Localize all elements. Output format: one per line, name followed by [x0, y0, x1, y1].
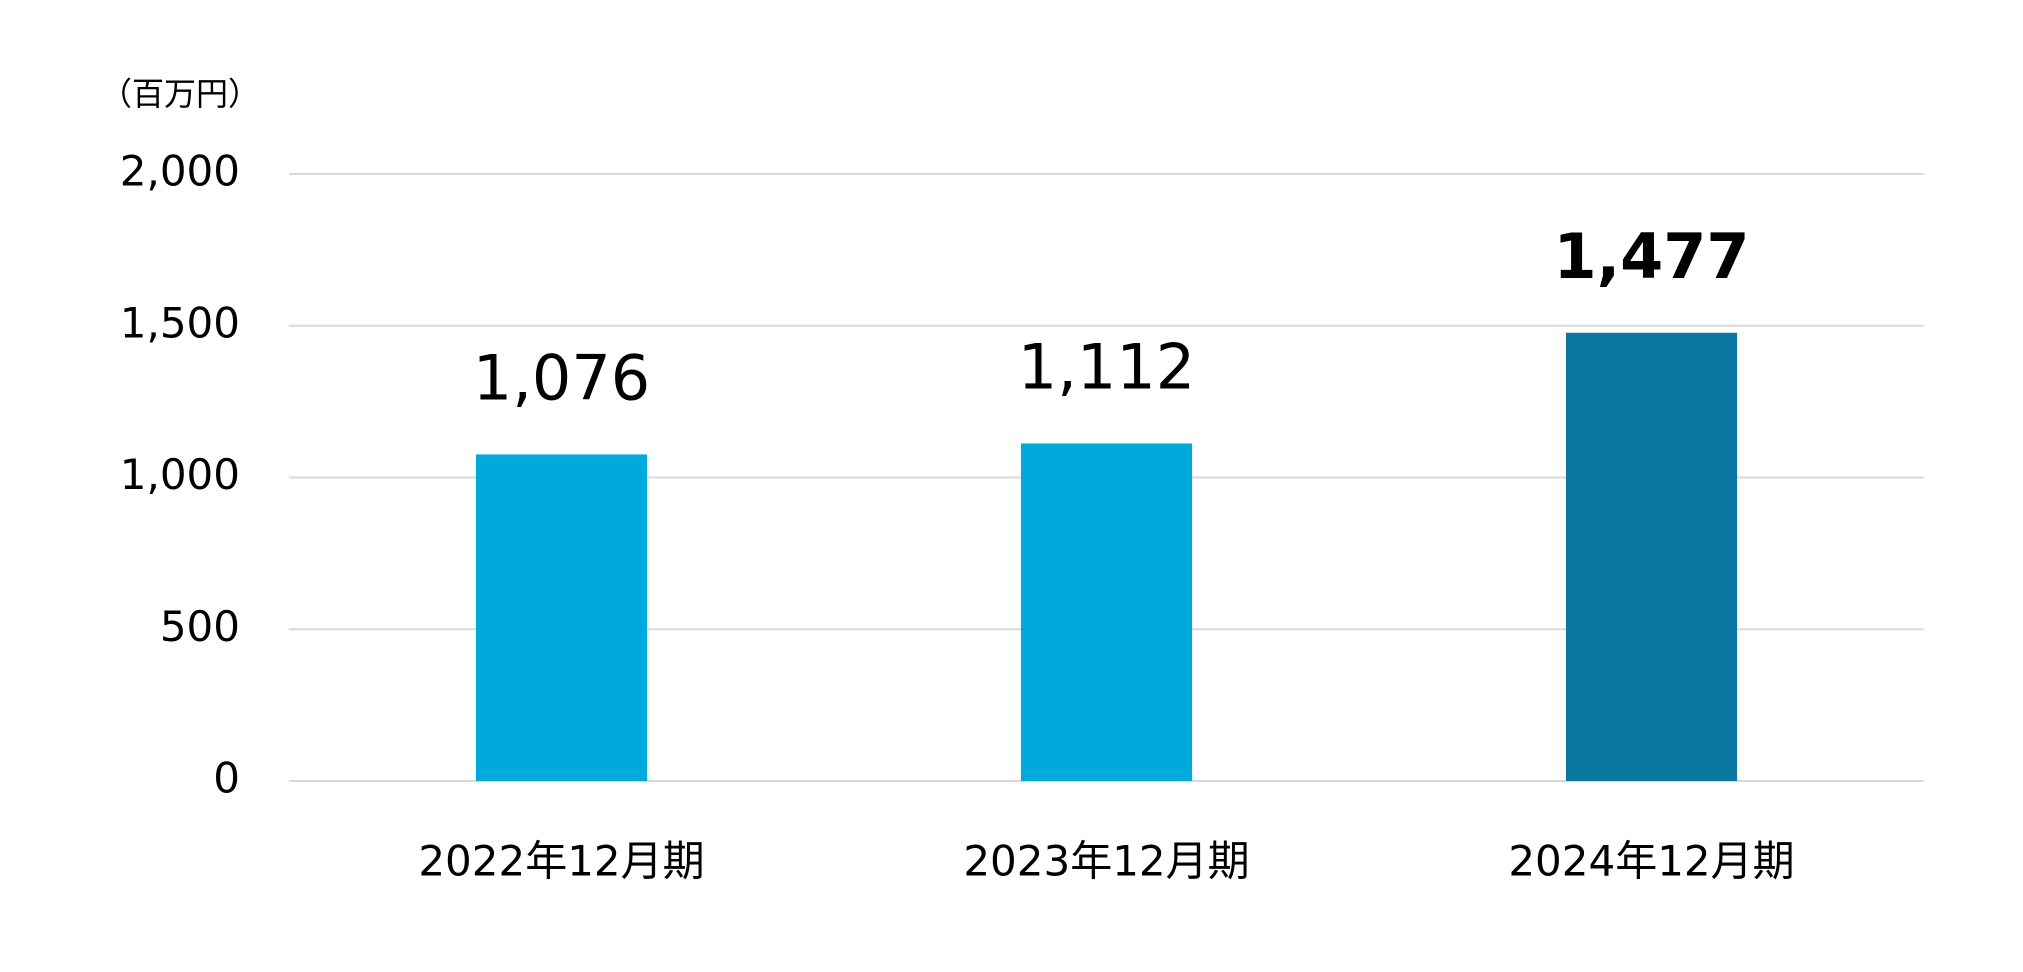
value-label: 1,112	[1018, 331, 1196, 404]
y-tick-label: 500	[160, 602, 240, 651]
x-tick-label: 2023年12月期	[963, 837, 1249, 886]
x-tick-label: 2022年12月期	[418, 837, 704, 886]
y-tick-label: 1,500	[120, 298, 240, 347]
y-tick-label: 2,000	[120, 147, 240, 196]
unit-label: （百万円）	[100, 75, 260, 113]
bar	[1020, 443, 1193, 781]
y-tick-label: 0	[213, 754, 240, 803]
value-label: 1,076	[473, 342, 651, 415]
bar	[1565, 332, 1738, 781]
bar	[475, 454, 648, 781]
value-label: 1,477	[1553, 220, 1749, 293]
x-tick-label: 2024年12月期	[1508, 837, 1794, 886]
y-tick-label: 1,000	[120, 450, 240, 499]
